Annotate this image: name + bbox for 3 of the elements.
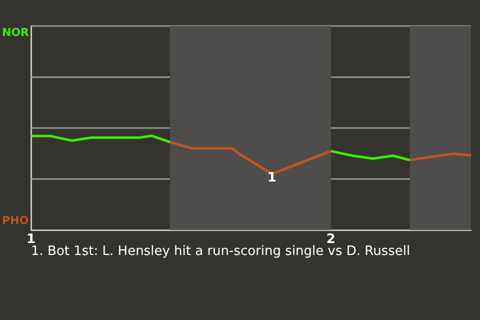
text: PHO (2, 214, 29, 227)
text: NOR (2, 26, 30, 39)
annotation: 1 (267, 170, 276, 186)
